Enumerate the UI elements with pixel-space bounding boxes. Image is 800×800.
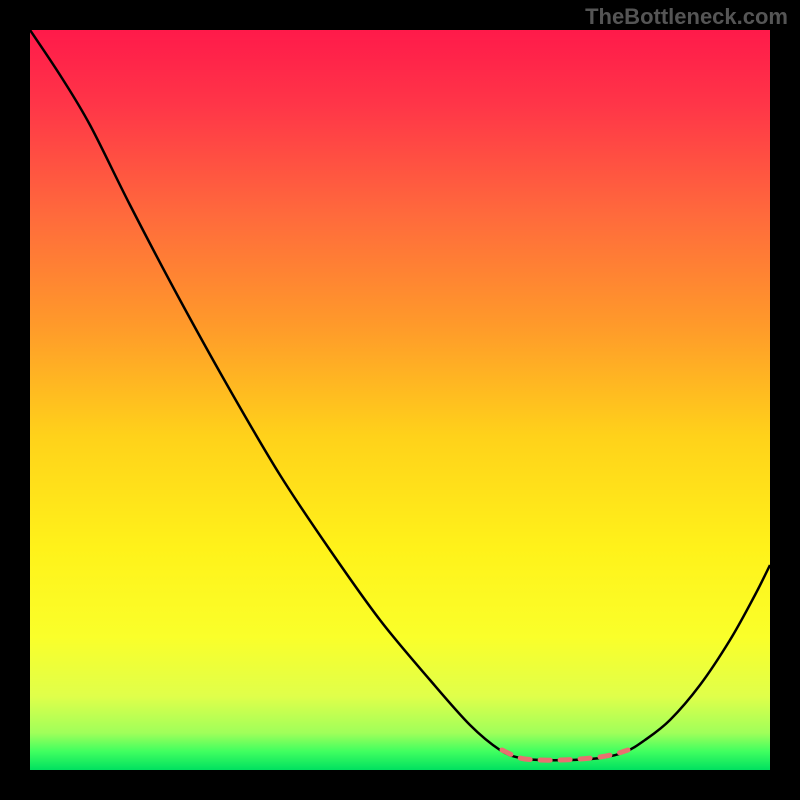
watermark-text: TheBottleneck.com <box>585 4 788 30</box>
main-curve <box>30 30 770 760</box>
plot-area <box>30 30 770 770</box>
minimum-highlight <box>502 750 628 760</box>
chart-curve-layer <box>30 30 770 770</box>
